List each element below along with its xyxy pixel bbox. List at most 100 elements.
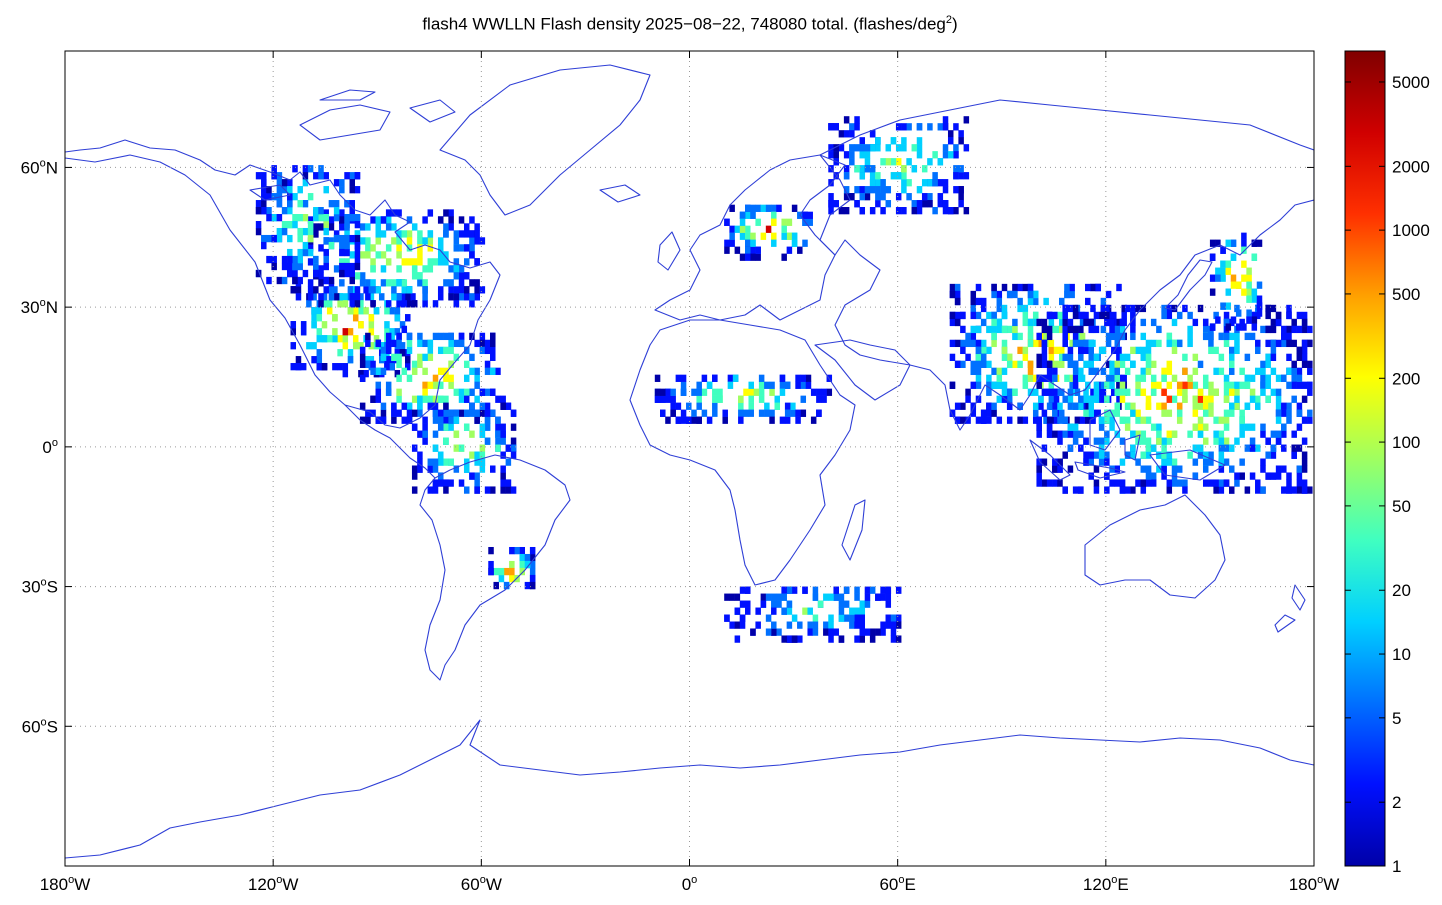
density-cell: [1111, 346, 1117, 355]
density-cell: [399, 342, 406, 350]
density-cell: [344, 230, 350, 238]
density-cell: [1270, 304, 1277, 313]
density-cell: [1036, 381, 1042, 389]
density-cell: [290, 328, 297, 336]
density-cell: [1140, 318, 1147, 327]
density-cell: [1001, 346, 1008, 355]
density-cell: [854, 607, 860, 615]
density-cell: [1093, 367, 1100, 375]
density-cell: [963, 207, 970, 215]
density-cell: [1078, 395, 1084, 403]
density-cell: [311, 293, 317, 301]
density-cell: [271, 193, 277, 201]
density-cell: [1043, 332, 1049, 341]
density-cell: [380, 353, 387, 361]
density-cell: [1114, 402, 1121, 410]
density-cell: [1296, 444, 1303, 452]
density-cell: [805, 381, 812, 389]
density-cell: [344, 220, 350, 229]
density-cell: [375, 237, 382, 245]
density-cell: [1260, 430, 1266, 438]
density-cell: [448, 360, 454, 368]
density-cell: [1079, 416, 1086, 424]
density-cell: [1109, 423, 1115, 431]
density-cell: [1281, 409, 1287, 417]
density-cell: [484, 360, 491, 368]
density-cell: [370, 367, 376, 375]
density-cell: [921, 165, 928, 173]
density-cell: [911, 200, 918, 208]
density-cell: [1145, 444, 1152, 452]
density-cell: [488, 546, 494, 555]
density-cell: [953, 207, 959, 215]
longitude-label: 60oW: [461, 874, 502, 894]
density-cell: [696, 395, 702, 403]
density-cell: [1202, 423, 1209, 431]
density-cell: [458, 265, 465, 273]
density-cell: [916, 151, 923, 159]
density-cell: [758, 381, 765, 389]
density-cell: [1012, 283, 1018, 292]
density-cell: [1301, 360, 1308, 368]
density-cell: [1161, 437, 1167, 445]
density-cell: [406, 244, 413, 252]
density-cell: [1083, 339, 1089, 348]
density-cell: [949, 409, 956, 417]
density-cell: [344, 258, 350, 266]
density-cell: [1017, 297, 1023, 306]
density-cell: [1218, 437, 1225, 445]
density-cell: [942, 179, 949, 187]
density-cell: [1027, 318, 1034, 327]
density-cell: [1150, 339, 1157, 348]
density-cell: [942, 151, 949, 159]
density-cell: [1067, 444, 1074, 452]
density-cell: [427, 244, 434, 252]
density-cell: [812, 593, 819, 601]
density-cell: [1135, 388, 1141, 396]
density-cell: [1046, 423, 1053, 431]
density-cell: [1135, 409, 1141, 417]
density-cell: [670, 388, 676, 396]
density-cell: [448, 223, 454, 231]
density-cell: [1130, 486, 1136, 494]
density-cell: [396, 332, 402, 341]
density-cell: [1032, 290, 1039, 299]
density-cell: [1078, 444, 1084, 452]
density-cell: [1286, 325, 1292, 334]
density-cell: [349, 300, 355, 308]
density-cell: [843, 193, 850, 201]
density-cell: [864, 593, 871, 601]
density-cell: [1105, 339, 1112, 348]
density-cell: [380, 230, 387, 238]
density-cell: [1286, 339, 1292, 348]
density-cell: [316, 363, 323, 371]
density-cell: [1281, 423, 1287, 431]
density-cell: [1098, 346, 1105, 355]
density-cell: [411, 360, 418, 368]
density-cell: [422, 388, 428, 396]
density-cell: [378, 342, 385, 350]
density-cell: [1041, 325, 1048, 334]
density-cell: [1260, 465, 1266, 473]
density-cell: [1296, 367, 1303, 375]
density-cell: [453, 353, 460, 361]
density-cell: [1166, 339, 1173, 348]
density-cell: [800, 374, 807, 382]
density-cell: [1150, 423, 1157, 431]
density-cell: [1104, 409, 1110, 417]
density-cell: [1058, 346, 1065, 355]
density-cell: [1161, 367, 1167, 375]
density-cell: [1032, 409, 1039, 417]
density-cell: [469, 472, 475, 480]
density-cell: [1062, 332, 1068, 341]
density-cell: [380, 216, 387, 224]
density-cell: [458, 230, 465, 238]
density-cell: [843, 151, 850, 159]
density-cell: [344, 269, 350, 278]
flash-cluster: [290, 279, 416, 378]
density-cell: [1109, 465, 1115, 473]
density-cell: [1083, 395, 1089, 403]
density-cell: [391, 293, 397, 301]
density-cell: [791, 586, 798, 594]
density-cell: [1197, 430, 1204, 438]
